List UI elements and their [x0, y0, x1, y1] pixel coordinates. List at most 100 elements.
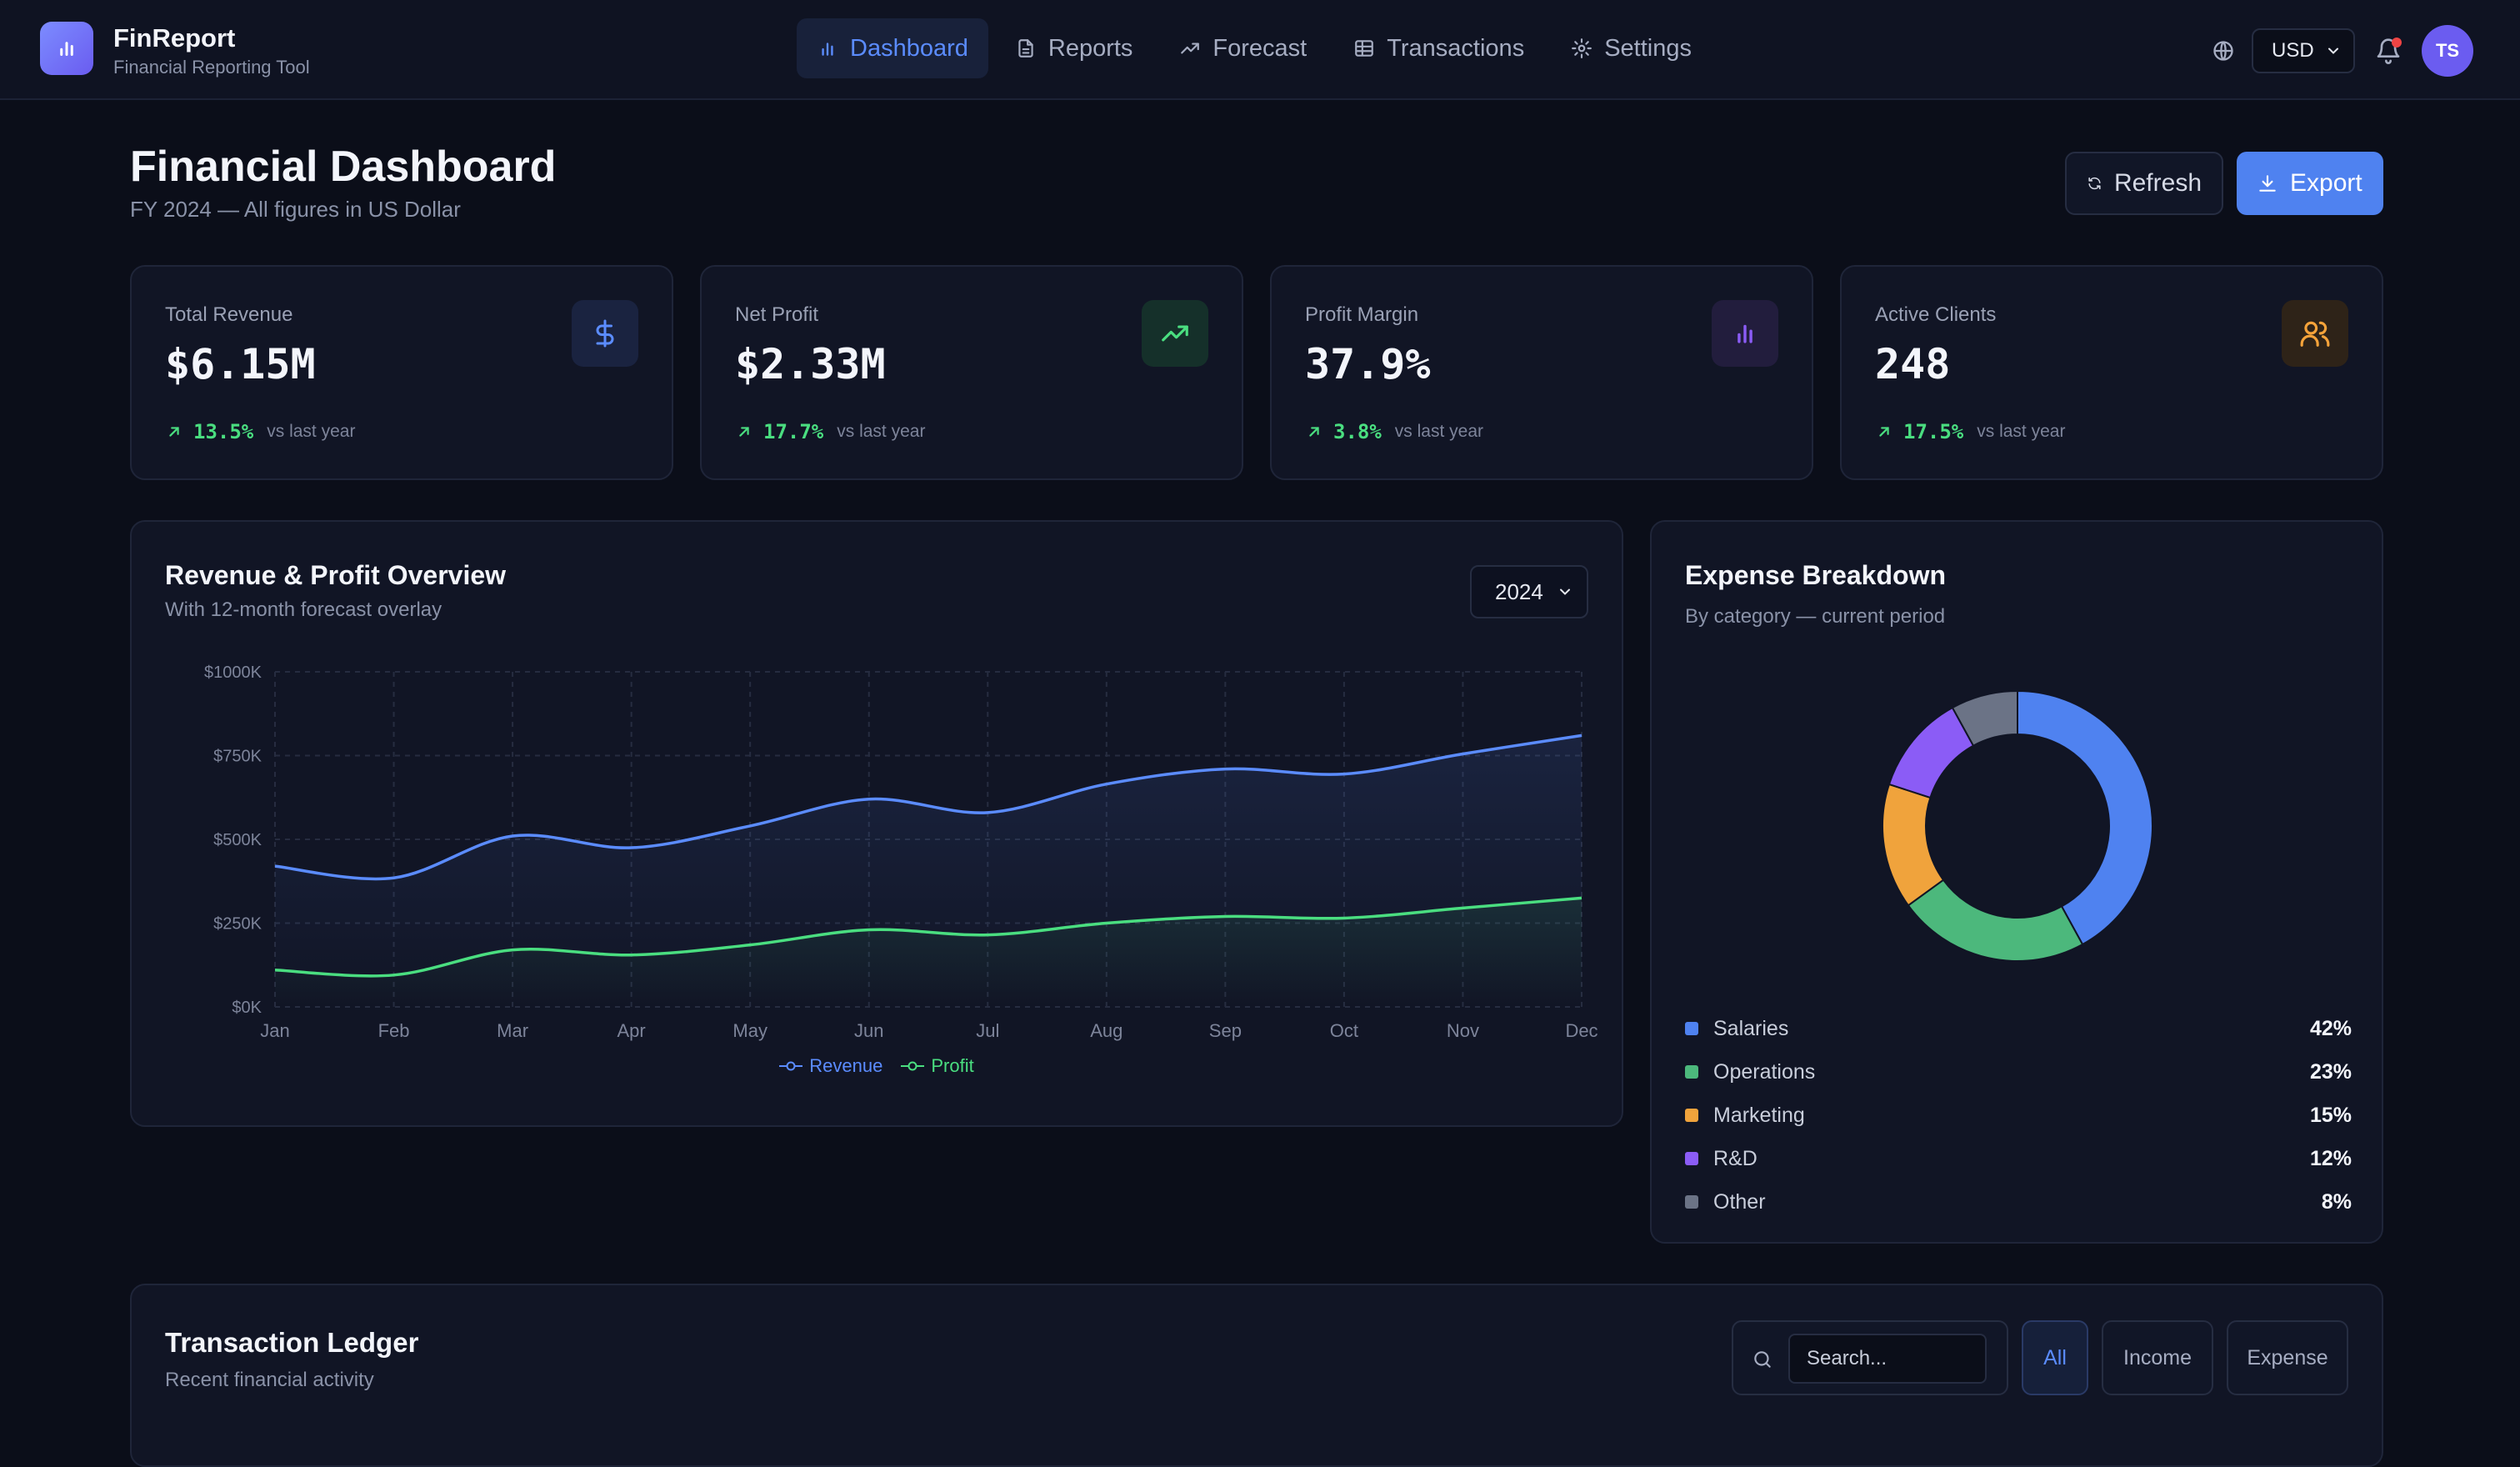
kpi-card-profit-margin: Profit Margin 37.9% 3.8% vs last year	[1270, 265, 1813, 480]
nav-forecast[interactable]: Forecast	[1159, 18, 1327, 78]
expense-title: Expense Breakdown	[1685, 560, 1946, 590]
area-profit	[275, 898, 1582, 1007]
arrow-up-right-icon	[1879, 427, 1889, 437]
kpi-value: 37.9%	[1305, 340, 1431, 388]
expense-item-label: Marketing	[1713, 1103, 1805, 1127]
chart-legend: Revenue Profit	[132, 1055, 1622, 1077]
ledger-subtitle: Recent financial activity	[165, 1369, 374, 1391]
x-tick-label: Jun	[854, 1020, 883, 1041]
donut-slice-salaries[interactable]	[2017, 689, 2153, 946]
kpi-value: $2.33M	[735, 340, 886, 388]
app-logo-icon[interactable]	[40, 22, 93, 75]
dollar-icon	[572, 300, 638, 367]
legend-swatch	[1685, 1195, 1698, 1209]
nav-dashboard[interactable]: Dashboard	[797, 18, 988, 78]
trending-up-icon	[1181, 43, 1200, 54]
topbar-actions: USD TS	[2212, 25, 2473, 77]
x-tick-label: Apr	[618, 1020, 646, 1041]
chart-subtitle: With 12-month forecast overlay	[165, 598, 442, 621]
kpi-value: $6.15M	[165, 340, 316, 388]
nav-transactions[interactable]: Transactions	[1333, 18, 1544, 78]
nav-reports-label: Reports	[1048, 34, 1133, 62]
expense-item-label: Salaries	[1713, 1016, 1789, 1040]
download-icon	[2259, 175, 2276, 192]
expense-item-operations[interactable]: Operations 23%	[1685, 1050, 2352, 1094]
kpi-change-value: 17.7%	[763, 420, 824, 443]
donut-slice-marketing[interactable]	[1882, 783, 1945, 907]
nav-transactions-label: Transactions	[1387, 34, 1525, 62]
search-icon	[1754, 1351, 1771, 1368]
expense-item-marketing[interactable]: Marketing 15%	[1685, 1094, 2352, 1137]
document-icon	[1018, 39, 1033, 58]
legend-profit-marker	[901, 1061, 925, 1071]
filter-income[interactable]: Income	[2102, 1320, 2213, 1395]
expense-item-salaries[interactable]: Salaries 42%	[1685, 1007, 2352, 1050]
kpi-change: 13.5% vs last year	[165, 420, 355, 443]
expense-item-label: Other	[1713, 1189, 1766, 1214]
donut-slice-other[interactable]	[1951, 689, 2018, 747]
currency-select[interactable]: USD	[2252, 28, 2355, 73]
nav-settings[interactable]: Settings	[1551, 18, 1712, 78]
user-avatar[interactable]: TS	[2422, 25, 2473, 77]
x-tick-label: Dec	[1565, 1020, 1598, 1041]
y-tick-label: $1000K	[204, 663, 262, 682]
nav-reports[interactable]: Reports	[995, 18, 1153, 78]
expense-legend-list: Salaries 42% Operations 23% Marketing 15…	[1685, 1007, 2352, 1224]
gear-icon	[1572, 38, 1592, 58]
line-revenue	[274, 734, 1582, 881]
x-tick-label: Sep	[1209, 1020, 1242, 1041]
chart-title: Revenue & Profit Overview	[165, 560, 507, 590]
expense-item-label: Operations	[1713, 1059, 1816, 1084]
revenue-profit-card: Revenue & Profit Overview With 12-month …	[130, 520, 1623, 1127]
filter-all[interactable]: All	[2022, 1320, 2088, 1395]
y-tick-label: $500K	[213, 831, 262, 849]
bell-icon	[2377, 38, 2400, 64]
users-icon	[2282, 300, 2348, 367]
chevron-down-icon	[1560, 588, 1570, 595]
x-tick-label: Jan	[260, 1020, 289, 1041]
expense-item-pct: 23%	[2309, 1059, 2352, 1084]
expense-item-pct: 42%	[2309, 1016, 2352, 1040]
refresh-icon	[2088, 177, 2101, 190]
kpi-card-net-profit: Net Profit $2.33M 17.7% vs last year	[700, 265, 1243, 480]
year-value: 2024	[1495, 578, 1543, 604]
expense-donut-chart[interactable]	[1880, 688, 2155, 964]
kpi-label: Active Clients	[1875, 303, 1997, 326]
arrow-up-right-icon	[169, 427, 179, 437]
globe-icon[interactable]	[2212, 39, 2235, 63]
kpi-change: 17.5% vs last year	[1875, 420, 2065, 443]
export-label: Export	[2290, 169, 2362, 197]
refresh-label: Refresh	[2113, 169, 2202, 197]
donut-slice-operations[interactable]	[1907, 879, 2084, 962]
nav-settings-label: Settings	[1604, 34, 1692, 62]
filter-expense[interactable]: Expense	[2227, 1320, 2348, 1395]
kpi-change-caption: vs last year	[1394, 422, 1483, 441]
year-select[interactable]: 2024	[1470, 565, 1588, 618]
refresh-button[interactable]: Refresh	[2065, 152, 2223, 215]
kpi-card-revenue: Total Revenue $6.15M 13.5% vs last year	[130, 265, 673, 480]
legend-profit[interactable]: Profit	[901, 1055, 974, 1077]
legend-revenue[interactable]: Revenue	[779, 1055, 882, 1077]
revenue-profit-chart[interactable]: $0K $250K $500K $750K $1000K Jan Feb Mar Apr May J…	[132, 522, 1625, 1055]
export-button[interactable]: Export	[2237, 152, 2383, 215]
kpi-label: Profit Margin	[1305, 303, 1419, 326]
y-tick-label: $0K	[232, 999, 262, 1017]
x-tick-label: Oct	[1330, 1020, 1358, 1041]
legend-swatch	[1685, 1022, 1698, 1035]
kpi-change-caption: vs last year	[1977, 422, 2066, 441]
kpi-label: Total Revenue	[165, 303, 293, 326]
transaction-ledger-card: Transaction Ledger Recent financial acti…	[130, 1284, 2383, 1467]
search-input[interactable]	[1788, 1334, 1987, 1384]
notifications-button[interactable]	[2372, 34, 2405, 68]
arrow-up-right-icon	[1309, 427, 1319, 437]
legend-swatch	[1685, 1065, 1698, 1079]
ledger-title: Transaction Ledger	[165, 1327, 419, 1358]
expense-item-other[interactable]: Other 8%	[1685, 1180, 2352, 1224]
notification-dot	[2392, 38, 2402, 48]
expense-item-rnd[interactable]: R&D 12%	[1685, 1137, 2352, 1180]
x-tick-label: Mar	[497, 1020, 528, 1041]
x-tick-label: May	[732, 1020, 768, 1041]
x-tick-label: Nov	[1447, 1020, 1479, 1041]
chevron-down-icon	[2328, 48, 2338, 54]
bar-chart-icon	[1712, 300, 1778, 367]
